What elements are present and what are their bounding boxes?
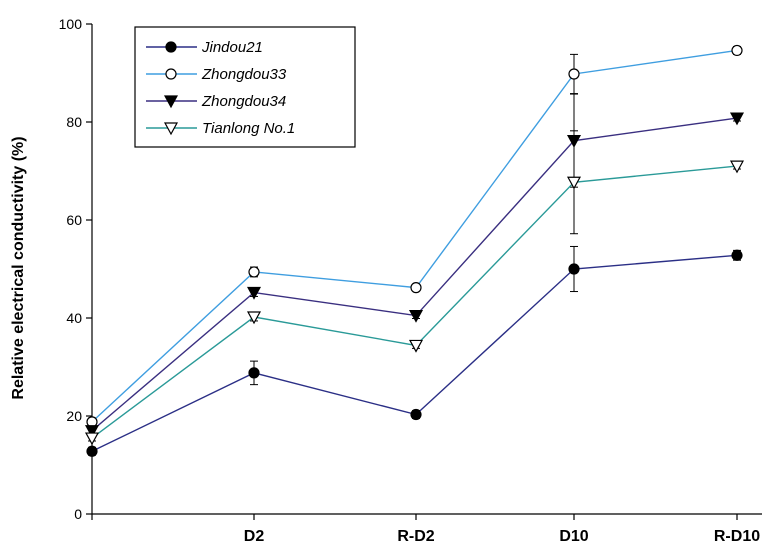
legend-label: Zhongdou34: [201, 93, 286, 110]
legend-marker: [165, 68, 177, 80]
data-point: [568, 68, 580, 80]
x-tick-label: R-D10: [714, 528, 760, 545]
series-zhongdou34: [84, 93, 745, 438]
y-tick-label: 0: [74, 506, 82, 522]
tick-labels: 0 20 40 60 80 100 D2 R-D2 D10 R-D10: [59, 16, 761, 545]
legend-marker: [163, 122, 179, 136]
series-zhongdou33: [86, 44, 743, 428]
legend-label: Zhongdou33: [201, 66, 287, 83]
y-tick-label: 80: [66, 114, 82, 130]
series-layer: [84, 44, 745, 457]
data-point: [246, 311, 262, 325]
data-point: [566, 176, 582, 190]
data-point: [84, 432, 100, 446]
series-line: [91, 117, 738, 432]
data-point: [568, 263, 580, 275]
series-line: [91, 165, 738, 439]
data-point: [248, 266, 260, 278]
data-point: [729, 112, 745, 126]
data-point: [729, 160, 745, 174]
data-point: [86, 445, 98, 457]
x-tick-label: D10: [559, 528, 588, 545]
data-point: [731, 249, 743, 261]
x-tick-label: R-D2: [397, 528, 434, 545]
data-point: [246, 286, 262, 300]
data-point: [248, 367, 260, 379]
legend-label: Jindou21: [201, 39, 263, 56]
data-point: [84, 425, 100, 438]
data-point: [408, 339, 424, 353]
data-point: [408, 309, 424, 323]
legend: Jindou21 Zhongdou33 Zhongdou34 Tianlong No.…: [134, 26, 356, 148]
legend-marker: [165, 41, 177, 53]
legend-label: Tianlong No.1: [202, 120, 295, 137]
x-tick-label: D2: [244, 528, 265, 545]
y-tick-label: 40: [66, 310, 82, 326]
y-tick-label: 100: [59, 16, 83, 32]
data-point: [410, 408, 422, 421]
data-point: [410, 282, 422, 294]
y-tick-label: 20: [66, 408, 82, 424]
legend-marker: [163, 95, 179, 109]
y-axis-title: Relative electrical conductivity (%): [10, 136, 27, 399]
series-tianlong-no-1: [84, 130, 745, 446]
data-point: [731, 44, 743, 57]
y-tick-label: 60: [66, 212, 82, 228]
series-jindou21: [86, 245, 743, 457]
